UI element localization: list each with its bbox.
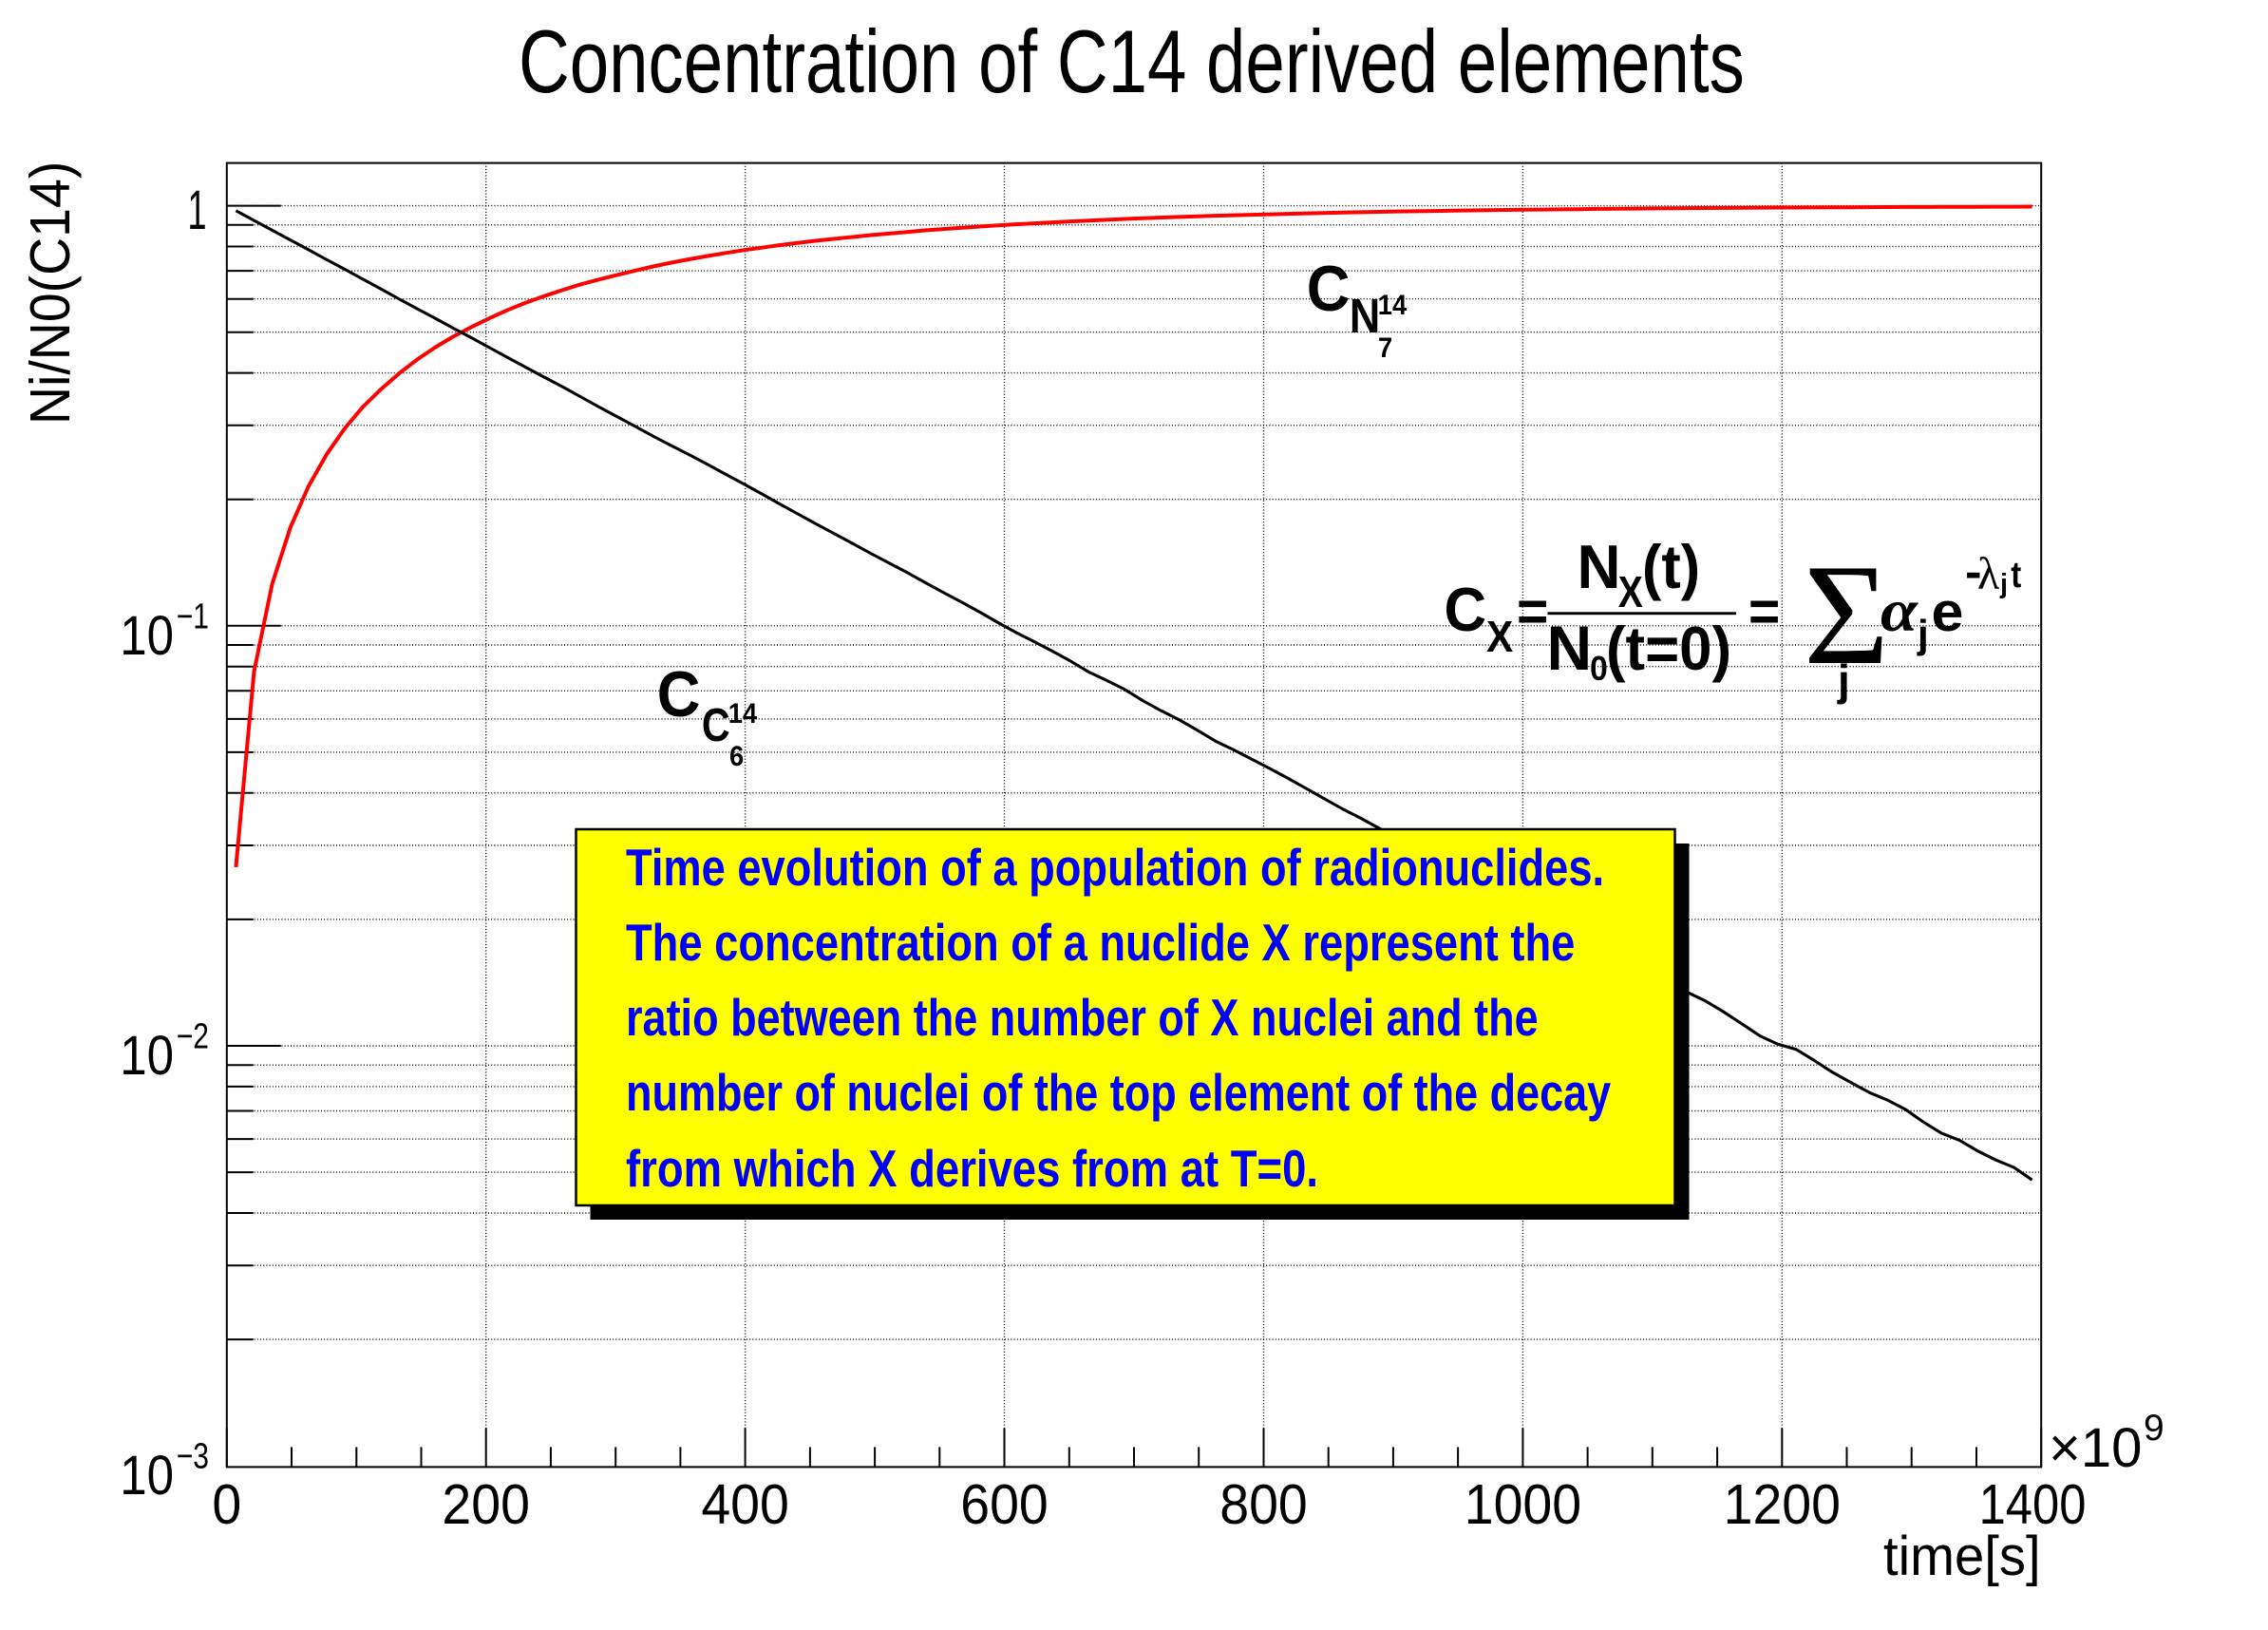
svg-text:C: C xyxy=(702,699,730,751)
svg-text:6: 6 xyxy=(729,741,744,772)
svg-text:C: C xyxy=(1307,253,1351,325)
svg-text:j: j xyxy=(1917,612,1929,656)
svg-text:(t): (t) xyxy=(1642,533,1700,601)
svg-text:t: t xyxy=(2011,553,2021,595)
svg-text:X: X xyxy=(1486,613,1514,661)
svg-text:Ni/N0(C14): Ni/N0(C14) xyxy=(19,161,82,425)
svg-text:−3: −3 xyxy=(177,1436,209,1476)
svg-text:10: 10 xyxy=(120,1445,174,1507)
svg-text:The concentration of a nuclide: The concentration of a nuclide X represe… xyxy=(626,913,1575,972)
svg-text:j: j xyxy=(1837,655,1850,705)
svg-text:1400: 1400 xyxy=(1979,1472,2087,1535)
svg-text:10: 10 xyxy=(120,1025,174,1087)
svg-text:10: 10 xyxy=(120,605,174,667)
svg-text:400: 400 xyxy=(701,1473,789,1536)
svg-text:from which X derives from at T: from which X derives from at T=0. xyxy=(626,1139,1318,1198)
svg-text:α: α xyxy=(1881,577,1919,644)
svg-text:λ: λ xyxy=(1977,549,2000,599)
svg-text:=: = xyxy=(1517,580,1548,644)
svg-text:×10: ×10 xyxy=(2049,1417,2142,1479)
svg-text:1: 1 xyxy=(187,180,206,241)
svg-text:=: = xyxy=(1748,580,1780,644)
svg-text:C: C xyxy=(657,658,701,730)
svg-text:j: j xyxy=(1999,569,2008,599)
svg-text:9: 9 xyxy=(2144,1408,2164,1449)
svg-text:(t=0): (t=0) xyxy=(1606,616,1731,684)
svg-text:e: e xyxy=(1932,580,1964,642)
svg-text:1200: 1200 xyxy=(1724,1473,1841,1536)
svg-text:X: X xyxy=(1618,568,1644,617)
svg-text:Concentration of C14 derived e: Concentration of C14 derived elements xyxy=(519,11,1745,111)
svg-text:ratio between the number of X: ratio between the number of X nuclei and… xyxy=(626,989,1539,1047)
svg-text:−2: −2 xyxy=(177,1016,209,1056)
svg-text:1000: 1000 xyxy=(1465,1473,1581,1536)
svg-text:800: 800 xyxy=(1219,1473,1308,1536)
svg-text:0: 0 xyxy=(212,1473,241,1536)
svg-text:600: 600 xyxy=(960,1473,1049,1536)
svg-text:Σ: Σ xyxy=(1804,535,1889,694)
svg-text:−1: −1 xyxy=(177,597,209,636)
svg-text:N: N xyxy=(1350,290,1380,343)
svg-text:Time evolution of a population: Time evolution of a population of radion… xyxy=(626,838,1604,897)
svg-text:7: 7 xyxy=(1378,332,1392,364)
svg-text:N: N xyxy=(1578,532,1621,601)
svg-text:-: - xyxy=(1965,545,1982,597)
svg-text:14: 14 xyxy=(1378,290,1407,321)
svg-text:C: C xyxy=(1445,577,1487,645)
svg-text:200: 200 xyxy=(442,1473,530,1536)
svg-text:number of nuclei of the top el: number of nuclei of the top element of t… xyxy=(626,1064,1611,1122)
svg-text:time[s]: time[s] xyxy=(1883,1526,2041,1587)
svg-text:N: N xyxy=(1547,613,1593,683)
svg-text:0: 0 xyxy=(1590,650,1608,688)
svg-text:14: 14 xyxy=(728,698,757,730)
